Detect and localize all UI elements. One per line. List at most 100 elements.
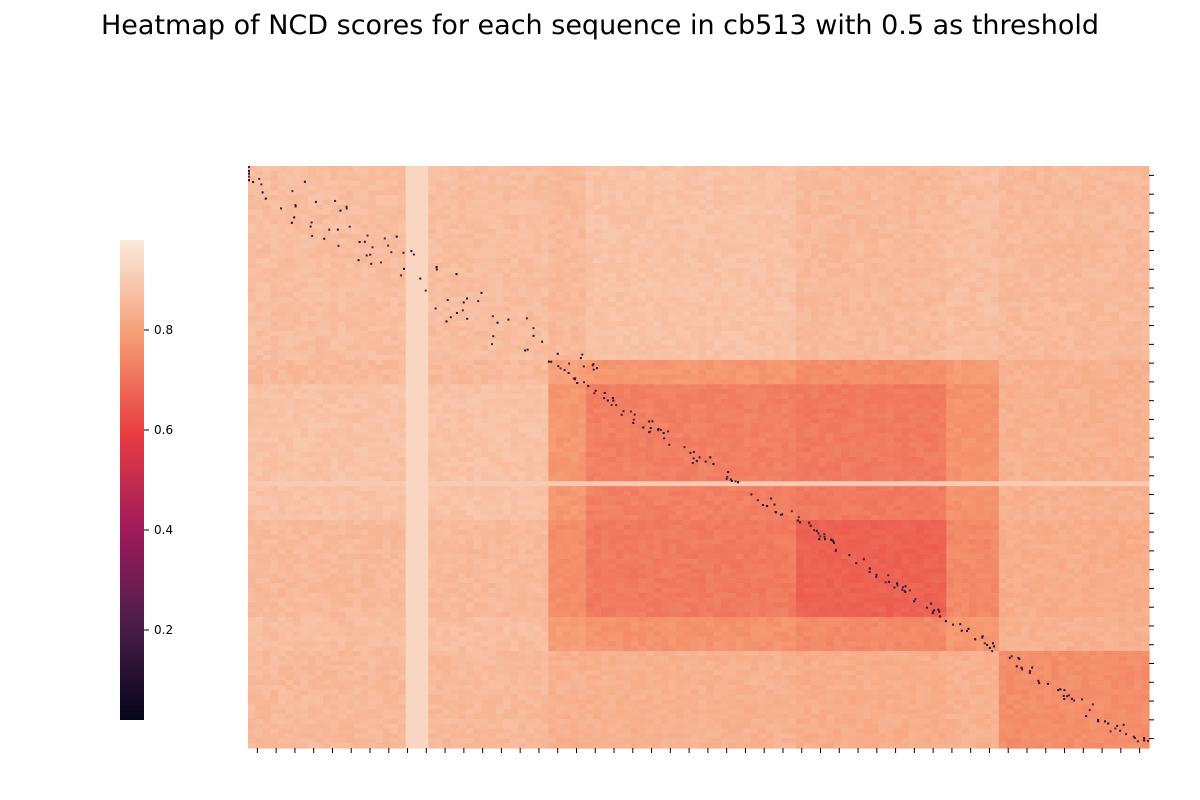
heatmap-cell [886,321,895,327]
heatmap-cell [781,238,790,245]
heatmap-cell [420,263,429,269]
heatmap-cell [323,306,332,313]
heatmap-cell [916,330,925,337]
heatmap-cell [931,277,940,283]
heatmap-cell [480,180,489,186]
heatmap-cell [1103,170,1113,177]
heatmap-cell [788,214,797,220]
heatmap-cell [458,166,467,172]
heatmap-cell [563,166,572,172]
heatmap-cell [615,321,625,327]
heatmap-cell [675,321,685,327]
heatmap-cell [1141,345,1150,351]
heatmap-cell [751,355,760,361]
heatmap-cell [1141,311,1150,317]
heatmap-cell [383,306,392,313]
heatmap-cell [398,195,407,201]
heatmap-cell [811,233,820,240]
heatmap-cell [766,180,775,186]
heatmap-cell [818,360,827,366]
heatmap-cell [285,180,294,186]
heatmap-cell [991,287,1000,293]
heatmap-cell [818,258,827,264]
heatmap-cell [570,170,579,177]
heatmap-cell [893,233,902,240]
heatmap-cell [698,175,707,182]
heatmap-cell [345,229,354,235]
heatmap-cell [480,238,489,245]
heatmap-cell [998,204,1007,211]
heatmap-cell [736,272,745,279]
heatmap-cell [1051,180,1060,186]
heatmap-cell [1111,238,1120,245]
heatmap-cell [811,229,820,235]
heatmap-cell [946,311,955,317]
heatmap-cell [1126,301,1135,308]
heatmap-cell [413,185,422,191]
heatmap-cell [548,224,557,230]
heatmap-cell [908,292,917,298]
heatmap-cell [953,195,962,201]
heatmap-cell [323,296,332,303]
heatmap-cell [1118,166,1128,172]
heatmap-cell [991,243,1000,250]
heatmap-cell [923,243,932,250]
heatmap-cell [555,199,564,206]
heatmap-cell [818,224,827,230]
heatmap-cell [856,330,865,337]
heatmap-cell [878,204,887,211]
heatmap-cell [353,345,362,351]
heatmap-cell [570,199,579,206]
heatmap-cell [548,292,557,298]
heatmap-cell [1028,340,1037,347]
heatmap-cell [1013,277,1022,283]
heatmap-cell [991,306,1000,313]
heatmap-cell [270,326,279,332]
heatmap-cell [330,195,339,201]
heatmap-cell [931,190,940,196]
heatmap-cell [578,272,587,279]
heatmap-cell [660,185,670,191]
heatmap-cell [300,233,309,240]
heatmap-cell [1021,350,1030,356]
heatmap-cell [623,166,632,172]
heatmap-cell [338,204,347,211]
heatmap-cell [330,335,339,342]
heatmap-cell [1058,263,1068,269]
heatmap-cell [413,326,422,332]
heatmap-cell [713,199,722,206]
heatmap-cell [450,345,459,351]
heatmap-cell [525,355,534,361]
heatmap-cell [525,263,534,269]
heatmap-cell [961,190,970,196]
heatmap-cell [668,195,677,201]
heatmap-cell [548,340,557,347]
heatmap-cell [353,292,362,298]
heatmap-cell [991,301,1000,308]
heatmap-cell [1103,287,1113,293]
heatmap-cell [968,263,977,269]
heatmap-cell [608,267,617,274]
heatmap-cell [555,360,564,366]
heatmap-cell [623,326,632,332]
heatmap-cell [570,233,579,240]
heatmap-cell [886,204,895,211]
heatmap-cell [766,277,775,283]
heatmap-cell [458,272,467,279]
heatmap-cell [473,248,482,254]
heatmap-cell [345,219,354,225]
heatmap-cell [1133,229,1143,235]
heatmap-cell [1118,287,1128,293]
heatmap-cell [540,296,549,303]
heatmap-cell [480,330,489,337]
heatmap-cell [826,340,835,347]
heatmap-cell [420,238,429,245]
heatmap-cell [781,253,790,259]
heatmap-cell [803,253,812,259]
heatmap-cell [293,330,302,337]
heatmap-cell [871,277,880,283]
heatmap-cell [473,355,482,361]
heatmap-cell [1126,185,1135,191]
heatmap-cell [323,180,332,186]
heatmap-cell [443,364,452,371]
